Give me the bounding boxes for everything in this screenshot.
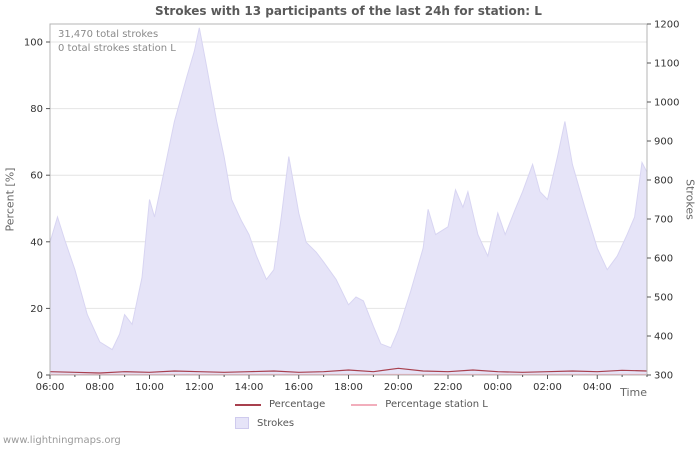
svg-text:06:00: 06:00 xyxy=(36,382,65,393)
svg-text:18:00: 18:00 xyxy=(334,382,363,393)
watermark-link: www.lightningmaps.org xyxy=(3,435,121,446)
svg-text:80: 80 xyxy=(30,104,43,115)
svg-text:600: 600 xyxy=(654,254,673,265)
svg-text:00:00: 00:00 xyxy=(483,382,512,393)
svg-text:14:00: 14:00 xyxy=(235,382,264,393)
svg-text:12:00: 12:00 xyxy=(185,382,214,393)
chart-legend: Percentage Percentage station L Strokes xyxy=(235,399,488,429)
percentage-line-swatch xyxy=(235,403,261,406)
svg-text:04:00: 04:00 xyxy=(583,382,612,393)
y-axis-label-left: Percent [%] xyxy=(3,167,17,232)
svg-text:1200: 1200 xyxy=(654,20,679,31)
svg-text:20: 20 xyxy=(30,304,43,315)
annotation-total-strokes: 31,470 total strokes xyxy=(58,29,159,40)
y-axis-label-right: Strokes xyxy=(683,179,697,220)
svg-text:800: 800 xyxy=(654,176,673,187)
svg-text:08:00: 08:00 xyxy=(85,382,114,393)
svg-text:0: 0 xyxy=(37,371,43,382)
svg-text:700: 700 xyxy=(654,215,673,226)
percentage-station-line-swatch xyxy=(351,403,378,406)
svg-text:500: 500 xyxy=(654,293,673,304)
legend-label-percentage-station: Percentage station L xyxy=(385,399,488,410)
svg-text:60: 60 xyxy=(30,171,43,182)
svg-text:100: 100 xyxy=(24,38,43,49)
svg-text:16:00: 16:00 xyxy=(284,382,313,393)
svg-text:22:00: 22:00 xyxy=(434,382,463,393)
svg-text:20:00: 20:00 xyxy=(384,382,413,393)
legend-label-percentage: Percentage xyxy=(269,399,326,410)
svg-text:400: 400 xyxy=(654,332,673,343)
x-axis-label: Time xyxy=(620,386,647,399)
svg-text:1000: 1000 xyxy=(654,98,679,109)
svg-text:900: 900 xyxy=(654,137,673,148)
legend-item-percentage-station: Percentage station L xyxy=(351,399,488,410)
legend-label-strokes: Strokes xyxy=(257,417,295,429)
legend-item-strokes: Strokes xyxy=(235,417,294,429)
svg-text:10:00: 10:00 xyxy=(135,382,164,393)
svg-text:300: 300 xyxy=(654,371,673,382)
svg-text:40: 40 xyxy=(30,237,43,248)
annotation-station-strokes: 0 total strokes station L xyxy=(58,43,176,54)
legend-item-percentage: Percentage xyxy=(235,399,325,410)
chart-title: Strokes with 13 participants of the last… xyxy=(155,4,542,18)
strokes-area-swatch xyxy=(235,417,249,429)
svg-text:1100: 1100 xyxy=(654,59,679,70)
svg-text:02:00: 02:00 xyxy=(533,382,562,393)
